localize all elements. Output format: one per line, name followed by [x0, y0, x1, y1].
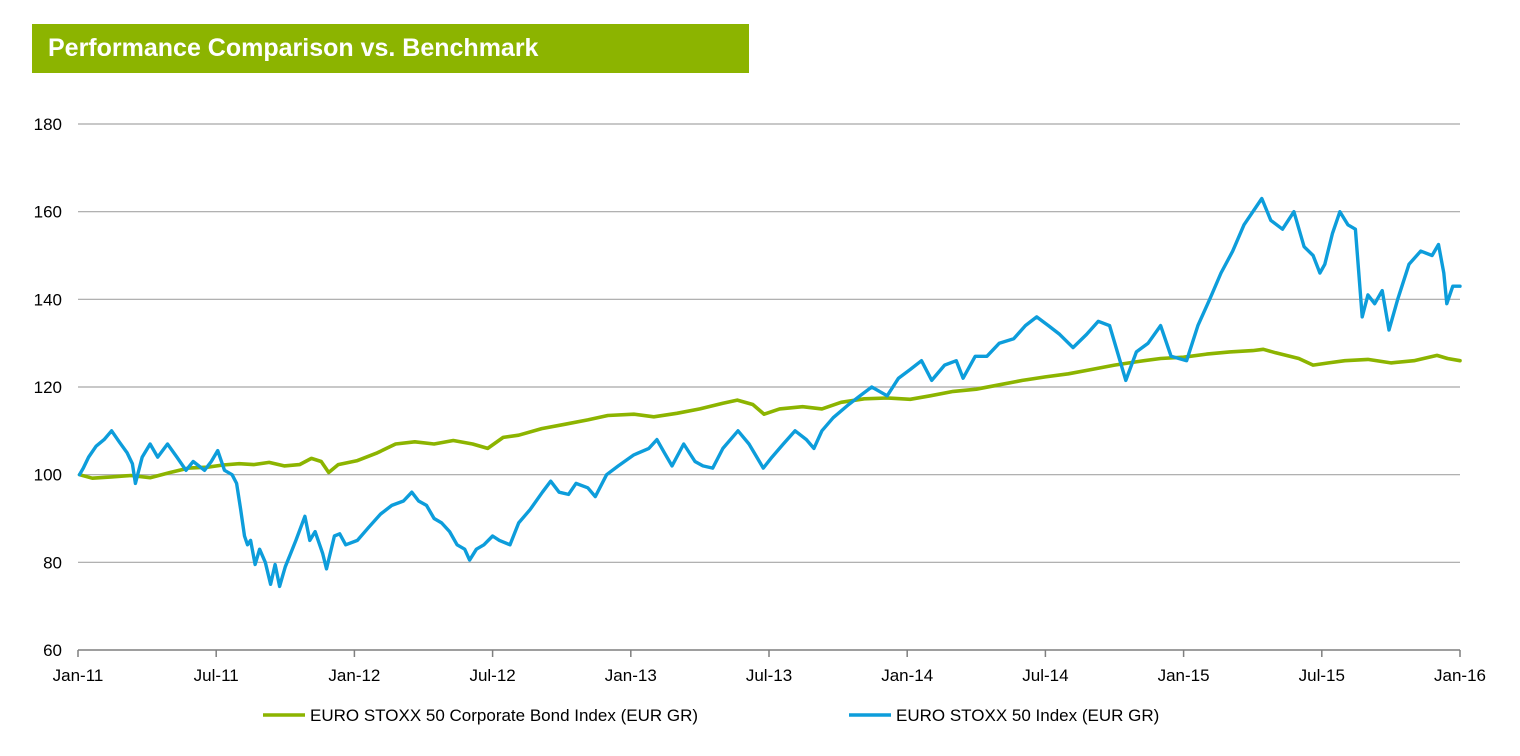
- x-tick-label: Jul-11: [194, 666, 239, 685]
- x-tick-label: Jan-11: [53, 666, 104, 685]
- chart-title-banner: Performance Comparison vs. Benchmark: [32, 24, 749, 73]
- chart-title: Performance Comparison vs. Benchmark: [48, 34, 539, 62]
- y-tick-label: 160: [34, 203, 62, 222]
- series-line-bond-index: [77, 347, 1462, 480]
- series-line-stoxx-index: [77, 196, 1462, 589]
- x-tick-label: Jan-14: [881, 666, 933, 685]
- y-tick-label: 140: [34, 290, 62, 309]
- x-tick-label: Jan-16: [1434, 666, 1486, 685]
- y-tick-label: 80: [43, 553, 62, 572]
- x-tick-label: Jul-13: [746, 666, 792, 685]
- gridlines: [78, 123, 1460, 563]
- x-tick-label: Jul-14: [1022, 666, 1068, 685]
- y-tick-label: 100: [34, 466, 62, 485]
- legend-label: EURO STOXX 50 Corporate Bond Index (EUR …: [310, 706, 698, 725]
- x-tick-label: Jul-15: [1299, 666, 1345, 685]
- x-tick-label: Jul-12: [469, 666, 515, 685]
- x-tick-label: Jan-13: [605, 666, 657, 685]
- y-tick-label: 120: [34, 378, 62, 397]
- legend-label: EURO STOXX 50 Index (EUR GR): [896, 706, 1159, 725]
- x-tick-label: Jan-15: [1158, 666, 1210, 685]
- y-axis: 60 80 100 120 140 160 180: [34, 115, 62, 660]
- x-tick-label: Jan-12: [328, 666, 380, 685]
- legend: EURO STOXX 50 Corporate Bond Index (EUR …: [263, 706, 1159, 725]
- x-axis: Jan-11 Jul-11 Jan-12 Jul-12 Jan-13 Jul-13 Jan-…: [53, 649, 1486, 685]
- y-tick-label: 180: [34, 115, 62, 134]
- y-tick-label: 60: [43, 641, 62, 660]
- series-lines: [77, 196, 1462, 589]
